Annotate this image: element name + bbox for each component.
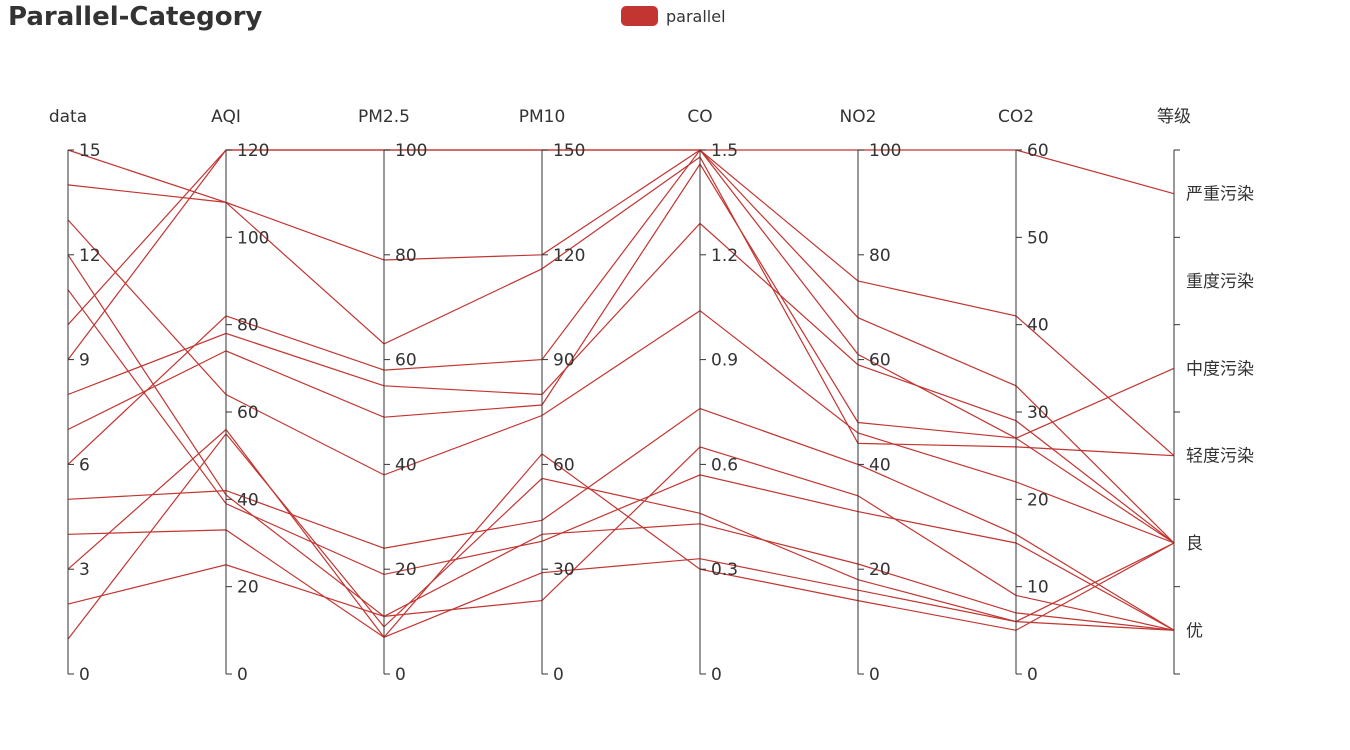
tick-label: 12 <box>79 246 101 266</box>
tick-label: 0 <box>1027 665 1038 685</box>
axis-name-axis-7: 等级 <box>1157 107 1191 127</box>
axis-pm2-5[interactable]: PM2.5 0 20 40 60 80 100 <box>358 107 427 685</box>
tick-label: 0 <box>553 665 564 685</box>
axis-name-co2: CO2 <box>998 107 1034 127</box>
tick-label: 6 <box>79 455 90 475</box>
tick-label: 0 <box>711 665 722 685</box>
tick-label: 50 <box>1027 228 1049 248</box>
category-label: 优 <box>1186 621 1203 641</box>
tick-label: 20 <box>869 560 891 580</box>
tick-label: 0.9 <box>711 351 738 371</box>
category-label: 轻度污染 <box>1186 447 1254 467</box>
tick-label: 0 <box>237 665 248 685</box>
tick-label: 20 <box>1027 490 1049 510</box>
tick-label: 120 <box>553 246 585 266</box>
tick-label: 3 <box>79 560 90 580</box>
axis-pm10[interactable]: PM10 0 30 60 90 120 150 <box>519 107 586 685</box>
axis-name-aqi: AQI <box>211 107 241 127</box>
tick-label: 150 <box>553 141 585 161</box>
series-line-5[interactable] <box>67 407 1175 631</box>
tick-label: 20 <box>395 560 417 580</box>
series-line-15[interactable] <box>67 149 1175 457</box>
series-line-3[interactable] <box>67 428 1175 639</box>
series-lines <box>67 149 1175 640</box>
axis-name-no2: NO2 <box>840 107 877 127</box>
tick-label: 1.5 <box>711 141 738 161</box>
series-line-2[interactable] <box>67 446 1175 631</box>
series-line-1[interactable] <box>67 432 1175 640</box>
tick-label: 90 <box>553 351 575 371</box>
tick-label: 100 <box>869 141 901 161</box>
tick-label: 0 <box>79 665 90 685</box>
axis-co[interactable]: CO 0 0.3 0.6 0.9 1.2 1.5 <box>687 107 738 685</box>
legend-label[interactable]: parallel <box>666 6 726 26</box>
tick-label: 120 <box>237 141 269 161</box>
tick-label: 40 <box>1027 316 1049 336</box>
tick-label: 15 <box>79 141 101 161</box>
tick-label: 100 <box>395 141 427 161</box>
series-line-12[interactable] <box>67 254 1175 631</box>
tick-label: 9 <box>79 351 90 371</box>
category-label: 重度污染 <box>1186 272 1254 292</box>
series-line-11[interactable] <box>67 289 1175 631</box>
tick-label: 40 <box>395 455 417 475</box>
tick-label: 40 <box>237 490 259 510</box>
tick-label: 20 <box>237 578 259 598</box>
tick-label: 60 <box>237 403 259 423</box>
tick-label: 60 <box>553 455 575 475</box>
tick-label: 80 <box>395 246 417 266</box>
axis-name-data: data <box>49 107 87 127</box>
category-label: 严重污染 <box>1186 185 1254 205</box>
parallel-axes: data03691215AQI020406080100120PM2.502040… <box>49 107 1254 685</box>
tick-label: 30 <box>553 560 575 580</box>
tick-label: 10 <box>1027 578 1049 598</box>
tick-label: 60 <box>395 351 417 371</box>
series-line-6[interactable] <box>67 149 1175 544</box>
tick-label: 1.2 <box>711 246 738 266</box>
series-line-4[interactable] <box>67 529 1175 638</box>
chart-title: Parallel-Category <box>8 2 263 32</box>
tick-label: 0 <box>869 665 880 685</box>
series-line-14[interactable] <box>67 149 1175 457</box>
axis-name-co: CO <box>687 107 712 127</box>
axis-name-pm2-5: PM2.5 <box>358 107 410 127</box>
axis-aqi[interactable]: AQI 0 20 40 60 80 100 120 <box>211 107 269 685</box>
axis-axis-7[interactable]: 等级优 良 轻度污染 中度污染 重度污染 严重污染 <box>1157 107 1254 675</box>
tick-label: 100 <box>237 228 269 248</box>
axis-name-pm10: PM10 <box>519 107 566 127</box>
category-label: 良 <box>1186 534 1203 554</box>
tick-label: 0.3 <box>711 560 738 580</box>
series-line-7[interactable] <box>67 162 1175 544</box>
category-label: 中度污染 <box>1186 359 1254 379</box>
series-line-10[interactable] <box>67 149 1175 439</box>
tick-label: 40 <box>869 455 891 475</box>
tick-label: 0.6 <box>711 455 738 475</box>
series-line-13[interactable] <box>67 219 1175 544</box>
axis-no2[interactable]: NO2 0 20 40 60 80 100 <box>840 107 902 685</box>
legend-swatch[interactable] <box>621 6 658 26</box>
axis-data[interactable]: data 0 3 6 9 12 15 <box>49 107 101 685</box>
tick-label: 60 <box>1027 141 1049 161</box>
tick-label: 60 <box>869 351 891 371</box>
tick-label: 80 <box>237 316 259 336</box>
axis-co2[interactable]: CO2 0 10 20 30 40 50 60 <box>998 107 1049 685</box>
tick-label: 0 <box>395 665 406 685</box>
legend[interactable]: parallel <box>621 6 726 26</box>
series-line-8[interactable] <box>67 222 1175 544</box>
tick-label: 30 <box>1027 403 1049 423</box>
tick-label: 80 <box>869 246 891 266</box>
